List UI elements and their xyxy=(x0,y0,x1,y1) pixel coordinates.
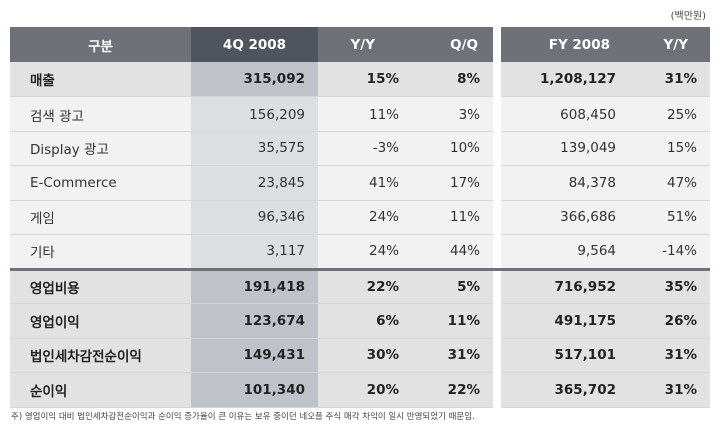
cell-fy-2008: 365,702 xyxy=(501,372,628,408)
cell-fy-yy: 15% xyxy=(628,131,710,166)
column-gap xyxy=(493,234,501,269)
cell-fy-yy: 31% xyxy=(628,372,710,408)
cell-4q-2008: 3,117 xyxy=(191,234,318,270)
column-gap xyxy=(493,165,501,200)
row-label: 법인세차감전순이익 xyxy=(10,338,191,373)
cell-qq: 31% xyxy=(413,338,493,373)
cell-qq: 10% xyxy=(413,131,493,166)
table-row: Display 광고 35,575 -3% 10% 139,049 15% xyxy=(10,131,710,166)
table-row: 영업이익 123,674 6% 11% 491,175 26% xyxy=(10,303,710,339)
column-gap xyxy=(493,372,501,407)
column-gap xyxy=(493,338,501,373)
cell-qq: 11% xyxy=(413,200,493,235)
table-row: 매출 315,092 15% 8% 1,208,127 31% xyxy=(10,62,710,97)
table-row: 검색 광고 156,209 11% 3% 608,450 25% xyxy=(10,96,710,132)
cell-fy-2008: 139,049 xyxy=(501,131,628,166)
cell-qq: 11% xyxy=(413,303,493,339)
financial-summary-table: 구분 4Q 2008 Y/Y Q/Q FY 2008 Y/Y 매출 315,09… xyxy=(10,27,710,408)
cell-fy-yy: 47% xyxy=(628,165,710,201)
table-row: 법인세차감전순이익 149,431 30% 31% 517,101 31% xyxy=(10,338,710,373)
cell-4q-2008: 123,674 xyxy=(191,303,318,339)
row-label: 게임 xyxy=(10,200,191,235)
column-gap xyxy=(493,96,501,131)
row-label: Display 광고 xyxy=(10,131,191,166)
header-fy-yy: Y/Y xyxy=(628,27,710,62)
cell-yy: 24% xyxy=(318,200,413,235)
row-label: E-Commerce xyxy=(10,165,191,201)
cell-yy: 30% xyxy=(318,338,413,373)
cell-qq: 3% xyxy=(413,96,493,132)
cell-4q-2008: 149,431 xyxy=(191,338,318,373)
row-label: 매출 xyxy=(10,62,191,97)
cell-fy-yy: 51% xyxy=(628,200,710,235)
cell-yy: 6% xyxy=(318,303,413,339)
cell-fy-2008: 608,450 xyxy=(501,96,628,132)
header-4q-2008: 4Q 2008 xyxy=(191,27,318,62)
cell-4q-2008: 35,575 xyxy=(191,131,318,166)
column-gap xyxy=(493,200,501,235)
table-row: 영업비용 191,418 22% 5% 716,952 35% xyxy=(10,267,710,304)
cell-yy: 11% xyxy=(318,96,413,132)
cell-qq: 22% xyxy=(413,372,493,408)
cell-fy-yy: 25% xyxy=(628,96,710,132)
header-qq: Q/Q xyxy=(413,27,493,62)
cell-fy-2008: 366,686 xyxy=(501,200,628,235)
cell-fy-2008: 1,208,127 xyxy=(501,62,628,97)
column-gap xyxy=(493,27,501,62)
row-label: 영업이익 xyxy=(10,303,191,339)
cell-fy-2008: 84,378 xyxy=(501,165,628,201)
column-gap xyxy=(493,62,501,97)
cell-qq: 17% xyxy=(413,165,493,201)
cell-fy-yy: -14% xyxy=(628,234,710,270)
row-label: 순이익 xyxy=(10,372,191,408)
column-gap xyxy=(493,131,501,166)
row-label: 영업비용 xyxy=(10,267,191,304)
cell-yy: 15% xyxy=(318,62,413,97)
cell-yy: 24% xyxy=(318,234,413,270)
table-row: E-Commerce 23,845 41% 17% 84,378 47% xyxy=(10,165,710,201)
cell-4q-2008: 23,845 xyxy=(191,165,318,201)
cell-fy-yy: 31% xyxy=(628,62,710,97)
cell-yy: 20% xyxy=(318,372,413,408)
row-label: 기타 xyxy=(10,234,191,270)
cell-yy: 22% xyxy=(318,267,413,304)
table-header-row: 구분 4Q 2008 Y/Y Q/Q FY 2008 Y/Y xyxy=(10,27,710,62)
cell-4q-2008: 96,346 xyxy=(191,200,318,235)
header-fy-2008: FY 2008 xyxy=(501,27,628,62)
cell-qq: 5% xyxy=(413,267,493,304)
column-gap xyxy=(493,267,501,304)
cell-4q-2008: 315,092 xyxy=(191,62,318,97)
cell-yy: -3% xyxy=(318,131,413,166)
cell-fy-2008: 517,101 xyxy=(501,338,628,373)
cell-fy-yy: 35% xyxy=(628,267,710,304)
unit-label: (백만원) xyxy=(670,11,706,22)
row-label: 검색 광고 xyxy=(10,96,191,132)
cell-fy-yy: 31% xyxy=(628,338,710,373)
table-row: 게임 96,346 24% 11% 366,686 51% xyxy=(10,200,710,235)
cell-4q-2008: 101,340 xyxy=(191,372,318,408)
cell-fy-2008: 716,952 xyxy=(501,267,628,304)
cell-fy-2008: 9,564 xyxy=(501,234,628,270)
column-gap xyxy=(493,303,501,338)
cell-fy-2008: 491,175 xyxy=(501,303,628,339)
cell-4q-2008: 156,209 xyxy=(191,96,318,132)
cell-fy-yy: 26% xyxy=(628,303,710,339)
table-row: 순이익 101,340 20% 22% 365,702 31% xyxy=(10,372,710,408)
header-category: 구분 xyxy=(10,27,191,62)
cell-qq: 44% xyxy=(413,234,493,270)
cell-qq: 8% xyxy=(413,62,493,97)
cell-yy: 41% xyxy=(318,165,413,201)
cell-4q-2008: 191,418 xyxy=(191,267,318,304)
table-row: 기타 3,117 24% 44% 9,564 -14% xyxy=(10,234,710,270)
header-yy: Y/Y xyxy=(318,27,413,62)
footnote: 주) 영업이익 대비 법인세차감전순이익과 순이익 증가율이 큰 이유는 보유 … xyxy=(11,412,475,422)
